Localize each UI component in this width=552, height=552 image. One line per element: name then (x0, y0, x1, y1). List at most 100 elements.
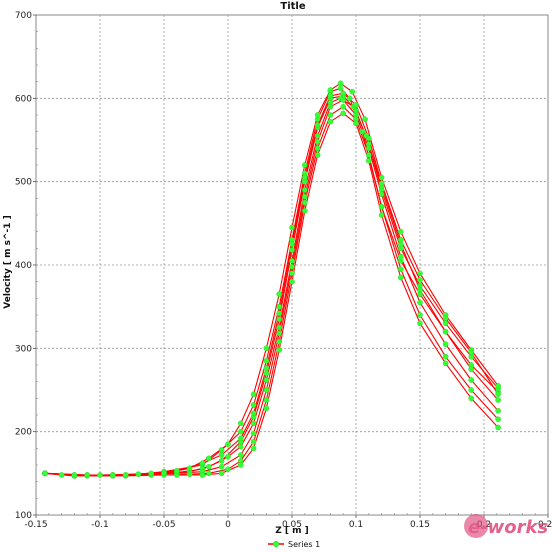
y-axis-title: Velocity [ m s^-1 ] (3, 215, 13, 308)
series-1-point (218, 447, 225, 453)
series-1-point (301, 193, 308, 200)
series-1-point (199, 460, 206, 467)
series-1-point (161, 470, 167, 477)
series-1-point (397, 237, 404, 243)
series-1-point (442, 341, 449, 348)
series-1-point (442, 360, 449, 367)
x-tick-label: 0 (225, 520, 231, 530)
series-1-point (327, 87, 334, 93)
series-1-point (250, 430, 257, 437)
x-tick-label: 0.25 (538, 520, 552, 530)
series-1-point (359, 128, 366, 135)
series-1-point (225, 466, 231, 473)
series-1-point (263, 397, 270, 403)
x-tick-label: -0.15 (24, 520, 47, 530)
series-1-point (263, 387, 270, 393)
series-1-point (340, 97, 347, 103)
series-1-point (186, 471, 193, 478)
series-1-point (495, 382, 501, 389)
series-1-point (199, 472, 206, 478)
series-1-point (205, 470, 212, 477)
series-1-point (301, 199, 308, 206)
series-1-point (301, 207, 308, 214)
y-tick-label: 400 (15, 261, 32, 271)
series-1-point (397, 274, 404, 281)
series-1-point (135, 471, 142, 478)
series-1-point (495, 407, 501, 414)
series-1-point (495, 424, 501, 431)
grid-lines (36, 15, 548, 515)
series-1-line (44, 99, 499, 477)
series-1-point (225, 441, 231, 448)
series-1-point (468, 377, 475, 383)
series-1-point (337, 80, 344, 87)
y-axis-ticks: 100 200 300 400 500 600 700 (15, 11, 38, 521)
series-1-point (173, 467, 180, 474)
series-1-point (340, 90, 347, 97)
series-1-point (468, 395, 475, 402)
series-1-point (353, 102, 359, 108)
series-1-point (263, 365, 270, 372)
series-1-point (289, 247, 295, 253)
series-1-point (442, 353, 449, 360)
series-1-line (44, 106, 499, 477)
series-1-point (365, 152, 372, 158)
series-1-point (276, 291, 283, 298)
x-axis-title: Z [ m ] (275, 526, 309, 536)
series-1-point (314, 112, 321, 118)
x-tick-label: 0.1 (349, 520, 363, 530)
series-1-point (276, 347, 283, 353)
series-1-point (365, 145, 372, 152)
legend[interactable]: Series 1 (268, 540, 320, 549)
series-1-point (378, 203, 385, 210)
e-works-watermark: e-works (464, 514, 549, 538)
series-1-line (44, 82, 499, 476)
series-1-point (495, 416, 501, 423)
series-1-point (276, 310, 283, 317)
series-1-point (417, 312, 423, 318)
series-1-point (289, 270, 295, 277)
series-1-point (218, 452, 225, 458)
series-1-point (442, 320, 449, 327)
series-1-point (397, 253, 404, 260)
series-1-point (237, 452, 244, 458)
series-1-point (148, 470, 154, 477)
series-1-point (250, 420, 257, 427)
series-1-point (340, 103, 347, 110)
series-1-point (468, 349, 475, 356)
series-1-point (71, 472, 78, 478)
series-1-point (314, 138, 321, 145)
series-1-point (495, 397, 501, 403)
x-tick-label: 0.15 (410, 520, 430, 530)
series-1-point (362, 116, 368, 122)
series-1-point (442, 328, 449, 335)
series-1-point (301, 174, 308, 181)
series-1-point (365, 157, 372, 164)
series-1-point (250, 402, 257, 408)
series-1-point (122, 472, 129, 478)
series-1-point (218, 457, 225, 464)
y-tick-label: 100 (15, 511, 32, 521)
series-1-lines (44, 82, 499, 477)
series-1-point (314, 152, 321, 158)
series-1-point (237, 428, 244, 435)
series-1-point (276, 330, 283, 337)
series-1-point (263, 357, 270, 364)
series-1-point (417, 320, 423, 327)
series-1-point (225, 453, 231, 460)
series-1-point (237, 435, 244, 442)
series-1-point (417, 299, 423, 306)
series-1-line (44, 92, 499, 476)
y-tick-label: 300 (15, 344, 32, 354)
series-1-point (276, 316, 283, 323)
series-1-point (205, 463, 212, 470)
series-1-point (218, 463, 225, 470)
series-1-point (289, 257, 295, 264)
y-tick-label: 600 (15, 94, 32, 104)
series-1-point (42, 470, 48, 477)
series-1-point (263, 377, 270, 383)
legend-marker-icon (272, 540, 280, 548)
chart-title: Title (280, 1, 305, 12)
series-1-point (378, 174, 385, 181)
